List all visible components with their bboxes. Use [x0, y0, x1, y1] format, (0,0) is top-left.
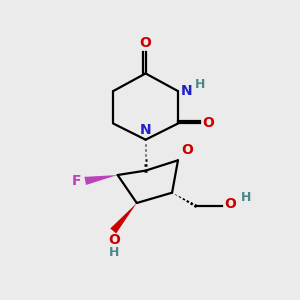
Text: H: H: [195, 78, 206, 91]
Text: O: O: [108, 233, 120, 247]
Text: F: F: [72, 174, 82, 188]
Polygon shape: [85, 175, 118, 185]
Text: N: N: [180, 84, 192, 98]
Text: H: H: [240, 191, 251, 204]
Text: O: O: [224, 197, 236, 212]
Text: N: N: [140, 123, 152, 137]
Text: O: O: [181, 143, 193, 157]
Text: O: O: [202, 116, 214, 130]
Text: H: H: [109, 246, 119, 259]
Polygon shape: [110, 203, 137, 233]
Text: O: O: [140, 36, 152, 50]
